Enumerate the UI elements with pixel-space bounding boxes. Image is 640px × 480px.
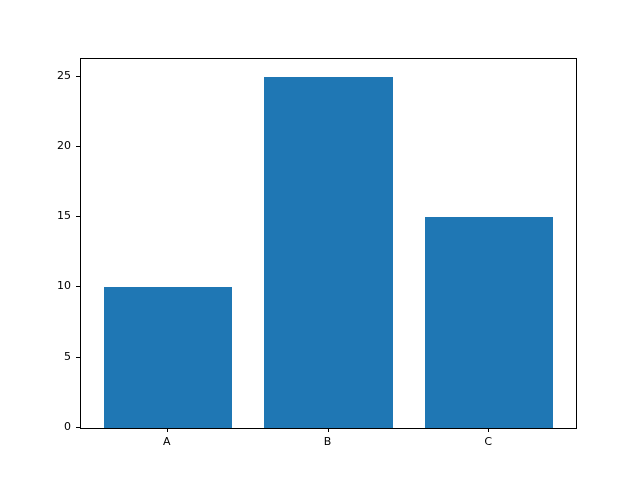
y-tick-label: 15 bbox=[57, 209, 71, 223]
y-tick-mark bbox=[76, 75, 80, 77]
bar-C bbox=[424, 217, 554, 428]
bar-A bbox=[103, 287, 233, 428]
y-tick-label: 10 bbox=[57, 279, 71, 293]
y-tick-mark bbox=[76, 145, 80, 147]
y-tick-label: 0 bbox=[64, 420, 71, 433]
y-tick-label: 25 bbox=[57, 68, 71, 82]
bar-B bbox=[264, 76, 393, 428]
x-tick-label-B: B bbox=[323, 435, 332, 448]
y-tick-label: 20 bbox=[57, 138, 71, 152]
plot-area bbox=[80, 58, 577, 429]
y-tick-mark bbox=[76, 427, 80, 428]
y-tick-mark bbox=[76, 356, 80, 358]
x-tick-mark bbox=[166, 428, 168, 432]
x-tick-label-C: C bbox=[484, 435, 493, 448]
x-tick-mark bbox=[327, 428, 329, 432]
x-tick-mark bbox=[488, 428, 490, 432]
x-tick-label-A: A bbox=[163, 435, 171, 448]
y-tick-label: 5 bbox=[64, 349, 71, 363]
y-tick-mark bbox=[76, 286, 80, 288]
y-tick-mark bbox=[76, 216, 80, 218]
